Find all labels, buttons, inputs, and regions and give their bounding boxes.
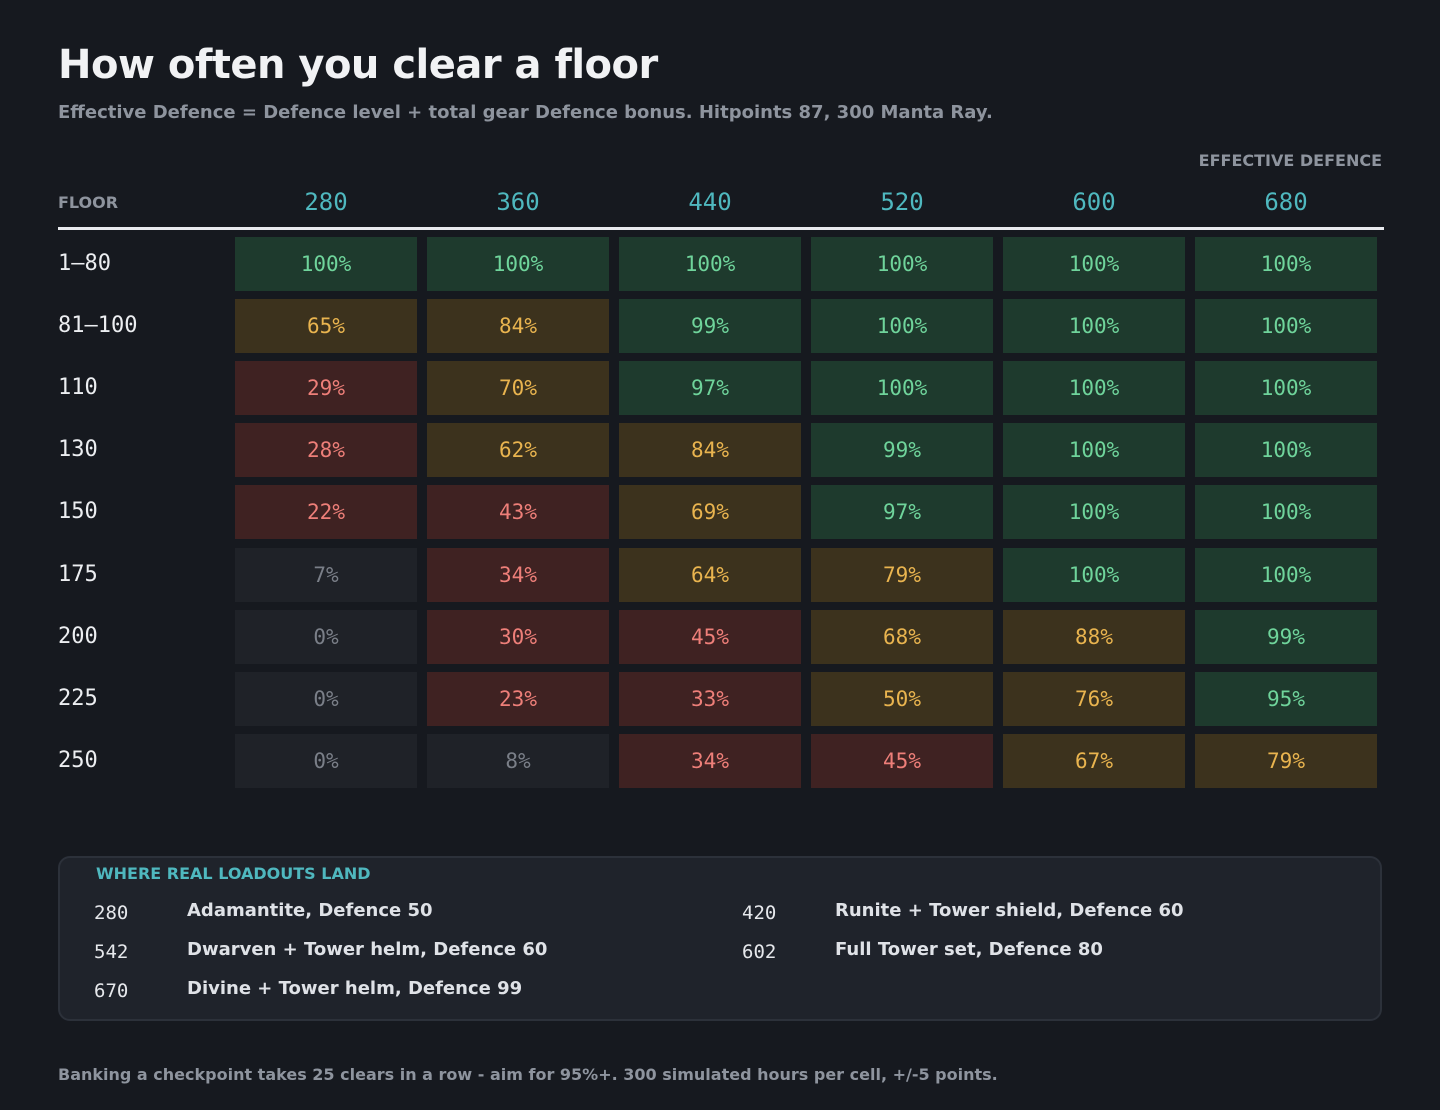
heatmap-cell: 100% [1003, 423, 1185, 478]
heatmap-cell: 0% [235, 609, 417, 664]
heatmap-cell: 100% [1003, 299, 1185, 354]
heatmap-cell: 8% [427, 733, 609, 788]
loadout-label: Dwarven + Tower helm, Defence 60 [187, 939, 548, 960]
footer-note: Banking a checkpoint takes 25 clears in … [58, 1065, 998, 1084]
row-label: 200 [58, 623, 98, 649]
heatmap-cell: 33% [619, 671, 801, 726]
heatmap-cell: 30% [427, 609, 609, 664]
heatmap-cell: 100% [1195, 361, 1377, 416]
heatmap-cell: 99% [619, 299, 801, 354]
heatmap-cell: 100% [1195, 237, 1377, 291]
heatmap-cell: 99% [1195, 609, 1377, 664]
heatmap-cell: 76% [1003, 671, 1185, 726]
loadout-value: 542 [94, 941, 129, 963]
heatmap-cell: 84% [619, 423, 801, 478]
heatmap-cell: 29% [235, 361, 417, 416]
page-title: How often you clear a floor [58, 42, 658, 88]
heatmap-cell: 97% [619, 361, 801, 416]
heatmap-cell: 88% [1003, 609, 1185, 664]
heatmap-cell: 100% [427, 237, 609, 291]
heatmap-cell: 67% [1003, 733, 1185, 788]
heatmap-cell: 79% [1195, 733, 1377, 788]
column-label: 360 [496, 188, 540, 216]
heatmap-cell: 69% [619, 485, 801, 540]
heatmap-cell: 100% [235, 237, 417, 291]
heatmap-cell: 100% [811, 361, 993, 416]
heatmap-cell: 23% [427, 671, 609, 726]
heatmap-cell: 34% [427, 547, 609, 602]
row-label: 250 [58, 747, 98, 773]
heatmap-cell: 0% [235, 671, 417, 726]
heatmap-cell: 100% [811, 237, 993, 291]
heatmap-cell: 50% [811, 671, 993, 726]
loadout-value: 280 [94, 902, 129, 924]
loadout-value: 602 [742, 941, 777, 963]
loadout-value: 670 [94, 980, 129, 1002]
heatmap-cell: 97% [811, 485, 993, 540]
heatmap-cell: 62% [427, 423, 609, 478]
loadout-label: Runite + Tower shield, Defence 60 [835, 900, 1184, 921]
heatmap-cell: 100% [1195, 547, 1377, 602]
row-label: 130 [58, 437, 98, 463]
heatmap-cell: 100% [1003, 547, 1185, 602]
heatmap-cell: 65% [235, 299, 417, 354]
heatmap-cell: 100% [1003, 361, 1185, 416]
heatmap-cell: 79% [811, 547, 993, 602]
row-label: 150 [58, 499, 98, 525]
heatmap-cell: 95% [1195, 671, 1377, 726]
heatmap-cell: 64% [619, 547, 801, 602]
row-axis-header: FLOOR [58, 193, 119, 212]
column-label: 600 [1072, 188, 1116, 216]
heatmap-cell: 100% [1195, 485, 1377, 540]
heatmap-cell: 45% [811, 733, 993, 788]
column-axis-title: EFFECTIVE DEFENCE [1198, 151, 1382, 170]
heatmap-cell: 34% [619, 733, 801, 788]
heatmap-cell: 70% [427, 361, 609, 416]
loadout-label: Divine + Tower helm, Defence 99 [187, 978, 523, 999]
heatmap-cell: 99% [811, 423, 993, 478]
column-label: 680 [1264, 188, 1308, 216]
row-label: 81–100 [58, 313, 138, 339]
heatmap-cell: 28% [235, 423, 417, 478]
loadout-value: 420 [742, 902, 777, 924]
heatmap-cell: 45% [619, 609, 801, 664]
heatmap-cell: 43% [427, 485, 609, 540]
row-label: 1–80 [58, 251, 111, 276]
heatmap-cell: 68% [811, 609, 993, 664]
column-label: 280 [304, 188, 348, 216]
loadouts-title: WHERE REAL LOADOUTS LAND [96, 864, 371, 883]
heatmap-cell: 7% [235, 547, 417, 602]
heatmap-cell: 0% [235, 733, 417, 788]
heatmap-cell: 100% [1195, 299, 1377, 354]
row-label: 225 [58, 685, 98, 711]
loadout-label: Adamantite, Defence 50 [187, 900, 433, 921]
loadouts-panel: WHERE REAL LOADOUTS LAND 280 Adamantite,… [58, 856, 1382, 1021]
heatmap-cell: 100% [1195, 423, 1377, 478]
page-subtitle: Effective Defence = Defence level + tota… [58, 102, 993, 123]
heatmap-cell: 100% [619, 237, 801, 291]
header-divider [58, 227, 1384, 230]
column-label: 440 [688, 188, 732, 216]
heatmap-cell: 84% [427, 299, 609, 354]
row-label: 175 [58, 561, 98, 587]
heatmap-cell: 22% [235, 485, 417, 540]
loadout-label: Full Tower set, Defence 80 [835, 939, 1103, 960]
column-label: 520 [880, 188, 924, 216]
heatmap-cell: 100% [1003, 485, 1185, 540]
heatmap-cell: 100% [1003, 237, 1185, 291]
row-label: 110 [58, 375, 98, 401]
heatmap-cell: 100% [811, 299, 993, 354]
